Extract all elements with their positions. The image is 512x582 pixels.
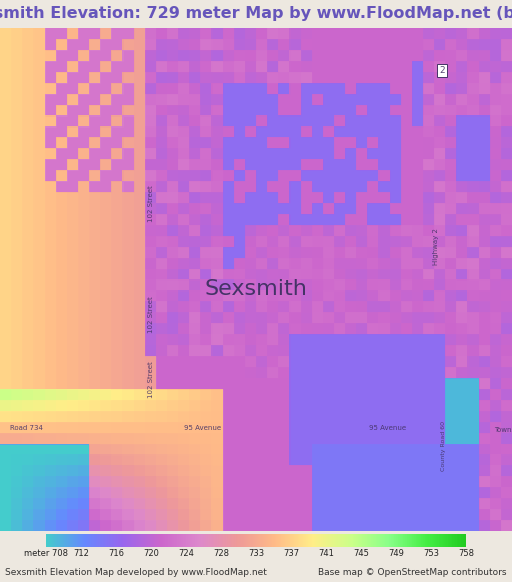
Text: 102 Street: 102 Street (148, 361, 154, 398)
Text: Base map © OpenStreetMap contributors: Base map © OpenStreetMap contributors (318, 568, 507, 577)
Text: 724: 724 (178, 549, 194, 558)
Text: Sexsmith Elevation Map developed by www.FloodMap.net: Sexsmith Elevation Map developed by www.… (5, 568, 267, 577)
Text: 716: 716 (108, 549, 124, 558)
Text: 712: 712 (73, 549, 89, 558)
Text: County Road 60: County Road 60 (441, 421, 446, 471)
Text: 102 Street: 102 Street (148, 186, 154, 222)
Text: 741: 741 (318, 549, 334, 558)
Text: 728: 728 (213, 549, 229, 558)
Text: 95 Avenue: 95 Avenue (184, 425, 222, 431)
Text: 737: 737 (283, 549, 299, 558)
Text: Sexsmith Elevation: 729 meter Map by www.FloodMap.net (beta): Sexsmith Elevation: 729 meter Map by www… (0, 6, 512, 22)
Text: 758: 758 (458, 549, 474, 558)
Text: 753: 753 (423, 549, 439, 558)
Text: Road 734: Road 734 (10, 425, 43, 431)
Text: Sexsmith: Sexsmith (205, 279, 307, 299)
Text: 720: 720 (143, 549, 159, 558)
Text: 102 Street: 102 Street (148, 296, 154, 333)
Text: 745: 745 (353, 549, 369, 558)
Text: 733: 733 (248, 549, 264, 558)
Text: Highway 2: Highway 2 (433, 228, 439, 265)
Text: 95 Avenue: 95 Avenue (369, 425, 406, 431)
Text: Towns: Towns (494, 427, 512, 433)
Text: 749: 749 (388, 549, 404, 558)
Text: 2: 2 (439, 66, 445, 75)
Text: meter 708: meter 708 (24, 549, 68, 558)
